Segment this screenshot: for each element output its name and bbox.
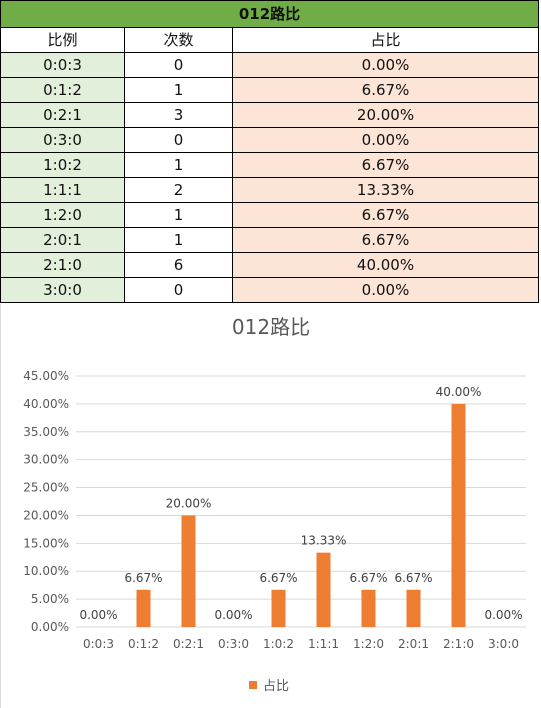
cell-count[interactable]: 3 [124,102,233,128]
data-label: 0.00% [484,608,522,622]
table-row: 1:2:0 1 6.67% [0,202,540,228]
y-tick-label: 20.00% [23,508,69,522]
bar [406,589,421,627]
y-tick-label: 15.00% [23,536,69,550]
table-row: 1:0:2 1 6.67% [0,152,540,178]
spreadsheet-table-area: 012路比 比例 次数 占比 0:0:3 0 0.00% 0:1:2 1 6.67% 0:2… [0,0,541,304]
x-tick-label: 1:2:0 [353,637,384,651]
cell-ratio[interactable]: 0:1:2 [0,77,125,103]
cell-count[interactable]: 6 [124,252,233,278]
table-row: 0:1:2 1 6.67% [0,77,540,103]
cell-ratio[interactable]: 1:0:2 [0,152,125,178]
bar [136,589,151,627]
ratio-table: 012路比 比例 次数 占比 0:0:3 0 0.00% 0:1:2 1 6.67% 0:2… [0,0,540,303]
bar [361,589,376,627]
cell-count[interactable]: 0 [124,277,233,303]
cell-count[interactable]: 1 [124,227,233,253]
cell-count[interactable]: 0 [124,127,233,153]
chart-title: 012路比 [232,315,310,339]
y-tick-label: 0.00% [31,620,69,634]
x-tick-label: 0:3:0 [218,637,249,651]
header-percent[interactable]: 占比 [231,27,540,53]
cell-count[interactable]: 2 [124,177,233,203]
y-tick-label: 30.00% [23,453,69,467]
bar-chart[interactable]: 012路比 0.00% 5.00% 10.00% 15.00% 20.00% 25.00% 3… [0,304,541,708]
cell-ratio[interactable]: 2:1:0 [0,252,125,278]
cell-percent[interactable]: 0.00% [231,52,540,78]
cell-ratio[interactable]: 3:0:0 [0,277,125,303]
table-row: 1:1:1 2 13.33% [0,177,540,203]
table-title[interactable]: 012路比 [0,0,540,28]
data-label: 0.00% [79,608,117,622]
x-tick-label: 3:0:0 [488,637,519,651]
table-row: 0:3:0 0 0.00% [0,127,540,153]
header-ratio[interactable]: 比例 [0,27,125,53]
y-tick-label: 45.00% [23,369,69,383]
cell-ratio[interactable]: 1:2:0 [0,202,125,228]
cell-count[interactable]: 1 [124,152,233,178]
cell-percent[interactable]: 0.00% [231,277,540,303]
x-tick-label: 2:0:1 [398,637,429,651]
cell-count[interactable]: 1 [124,77,233,103]
table-row: 0:0:3 0 0.00% [0,52,540,78]
legend-label: 占比 [263,679,289,694]
table-row: 2:0:1 1 6.67% [0,227,540,253]
data-label: 6.67% [394,571,432,585]
legend-swatch [249,681,257,689]
cell-percent[interactable]: 6.67% [231,202,540,228]
cell-percent[interactable]: 13.33% [231,177,540,203]
cell-percent[interactable]: 6.67% [231,77,540,103]
data-label: 40.00% [436,385,482,399]
y-tick-label: 35.00% [23,425,69,439]
cell-percent[interactable]: 0.00% [231,127,540,153]
header-count[interactable]: 次数 [124,27,233,53]
cell-ratio[interactable]: 1:1:1 [0,177,125,203]
bar [271,589,286,627]
chart-canvas: 012路比 0.00% 5.00% 10.00% 15.00% 20.00% 25.00% 3… [23,315,526,694]
x-tick-label: 0:1:2 [128,637,159,651]
x-tick-label: 0:2:1 [173,637,204,651]
data-label: 6.67% [124,571,162,585]
bar [451,403,466,627]
cell-ratio[interactable]: 2:0:1 [0,227,125,253]
bar [316,552,331,627]
y-tick-label: 40.00% [23,397,69,411]
cell-ratio[interactable]: 0:0:3 [0,52,125,78]
x-tick-label: 1:0:2 [263,637,294,651]
cell-percent[interactable]: 20.00% [231,102,540,128]
y-tick-label: 10.00% [23,564,69,578]
table-row: 2:1:0 6 40.00% [0,252,540,278]
y-tick-label: 25.00% [23,481,69,495]
data-label: 6.67% [259,571,297,585]
cell-percent[interactable]: 40.00% [231,252,540,278]
data-label: 6.67% [349,571,387,585]
y-tick-label: 5.00% [31,592,69,606]
cell-ratio[interactable]: 0:3:0 [0,127,125,153]
cell-count[interactable]: 0 [124,52,233,78]
cell-percent[interactable]: 6.67% [231,227,540,253]
cell-percent[interactable]: 6.67% [231,152,540,178]
bar [181,515,196,627]
x-tick-label: 1:1:1 [308,637,339,651]
cell-count[interactable]: 1 [124,202,233,228]
cell-ratio[interactable]: 0:2:1 [0,102,125,128]
data-label: 0.00% [214,608,252,622]
data-label: 20.00% [166,496,212,510]
table-row: 3:0:0 0 0.00% [0,277,540,303]
table-row: 0:2:1 3 20.00% [0,102,540,128]
x-tick-label: 2:1:0 [443,637,474,651]
data-label: 13.33% [301,534,347,548]
x-tick-label: 0:0:3 [83,637,114,651]
